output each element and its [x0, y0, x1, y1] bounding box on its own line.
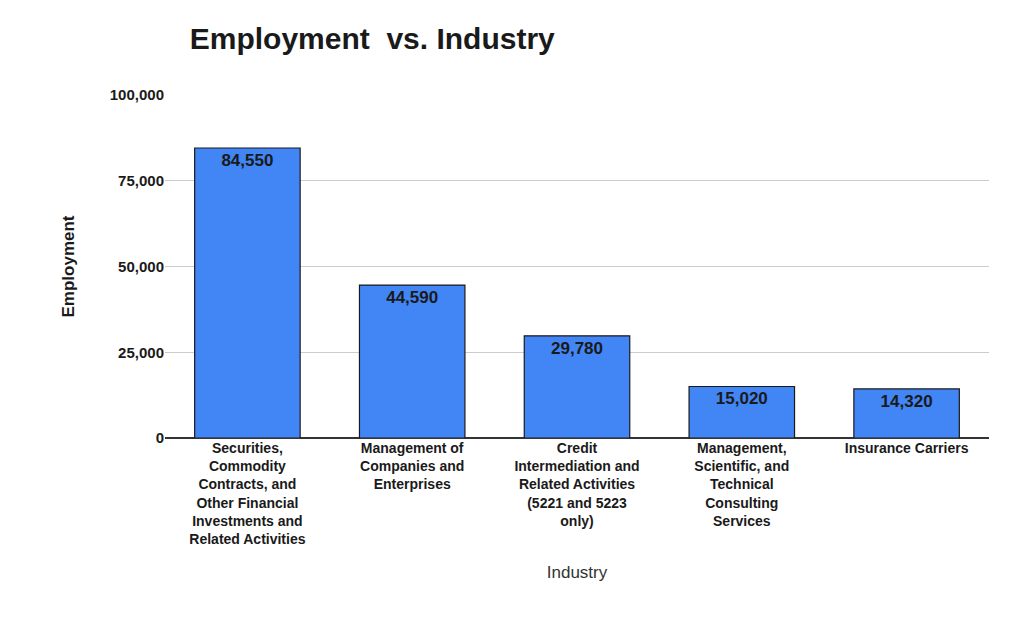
svg-text:100,000: 100,000 — [110, 86, 164, 103]
svg-text:Employment vs. Industry: Employment vs. Industry — [190, 22, 555, 55]
svg-text:29,780: 29,780 — [551, 339, 603, 358]
svg-text:Securities,CommodityContracts,: Securities,CommodityContracts, andOther … — [189, 440, 305, 547]
svg-text:Employment: Employment — [59, 215, 78, 317]
svg-text:15,020: 15,020 — [716, 389, 768, 408]
svg-text:25,000: 25,000 — [118, 344, 164, 361]
svg-text:CreditIntermediation andRelate: CreditIntermediation andRelated Activiti… — [514, 440, 639, 529]
svg-text:0: 0 — [156, 429, 164, 446]
svg-text:50,000: 50,000 — [118, 258, 164, 275]
svg-text:Management ofCompanies andEnte: Management ofCompanies andEnterprises — [360, 440, 464, 492]
svg-text:Management,Scientific, andTech: Management,Scientific, andTechnicalConsu… — [694, 440, 789, 529]
svg-text:44,590: 44,590 — [386, 288, 438, 307]
svg-text:14,320: 14,320 — [881, 392, 933, 411]
svg-text:75,000: 75,000 — [118, 172, 164, 189]
svg-text:Insurance Carriers: Insurance Carriers — [845, 440, 969, 456]
svg-text:84,550: 84,550 — [221, 151, 273, 170]
svg-text:Industry: Industry — [547, 563, 608, 582]
